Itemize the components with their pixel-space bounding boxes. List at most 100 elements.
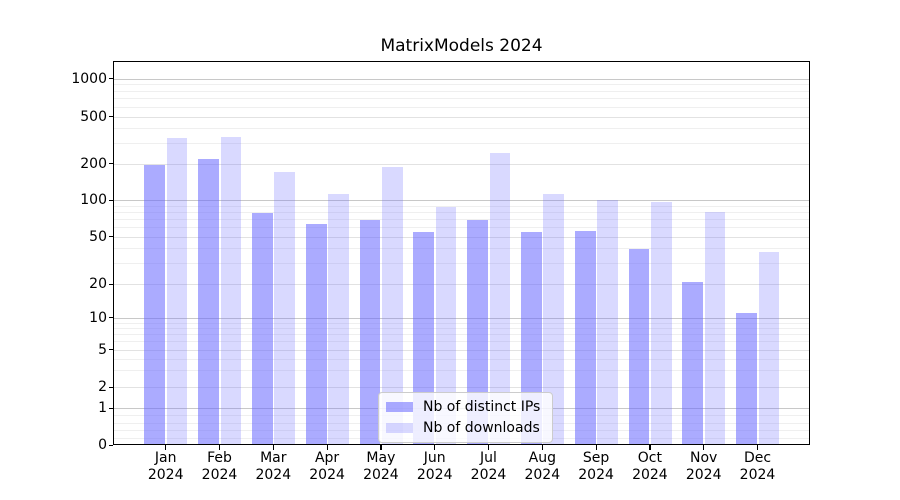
x-tick-label-apr: Apr 2024 (309, 450, 345, 483)
chart-title: MatrixModels 2024 (380, 36, 543, 56)
y-tick-mark-1 (108, 407, 113, 409)
y-tick-mark-100 (108, 199, 113, 202)
x-tick-label-jan: Jan 2024 (147, 450, 184, 483)
y-tick-label-2: 2 (98, 379, 107, 395)
y-tick-label-1: 1 (98, 400, 107, 416)
bar-ips-may (359, 220, 381, 445)
bar-ips-dec (736, 313, 757, 445)
bar-downloads-mar (274, 172, 296, 445)
x-tick-label-oct: Oct 2024 (632, 450, 668, 483)
y-tick-mark-50 (108, 236, 113, 238)
legend-swatch-distinct-ips (386, 402, 413, 412)
gridline-5 (113, 349, 810, 351)
x-tick-label-sep: Sep 2024 (578, 450, 614, 483)
y-tick-mark-1000 (108, 78, 113, 80)
bar-downloads-may (381, 167, 403, 445)
y-tick-mark-2 (108, 386, 113, 388)
y-tick-label-0: 0 (98, 437, 107, 453)
gridline-100 (113, 200, 810, 202)
bar-ips-oct (628, 249, 650, 445)
gridline-20 (113, 284, 810, 286)
x-tick-mark-nov (703, 445, 705, 450)
x-tick-label-dec: Dec 2024 (739, 450, 776, 483)
x-tick-mark-apr (326, 445, 328, 450)
y-tick-mark-5 (108, 349, 113, 351)
gridline-70 (113, 218, 810, 220)
gridline-9 (113, 322, 810, 324)
gridline-10 (113, 317, 810, 319)
x-tick-label-nov: Nov 2024 (685, 450, 722, 483)
x-tick-mark-jan (165, 445, 167, 450)
gridline-4 (113, 358, 810, 360)
bar-ips-aug (521, 232, 542, 445)
bar-downloads-dec (758, 252, 780, 445)
y-tick-label-10: 10 (89, 309, 107, 326)
gridline-700 (113, 98, 810, 100)
gridline-900 (113, 84, 810, 86)
x-tick-label-may: May 2024 (363, 450, 399, 483)
bar-downloads-apr (328, 193, 349, 445)
bar-ips-jun (413, 231, 435, 445)
plot-area (113, 61, 810, 445)
bar-ips-feb (198, 158, 219, 445)
y-tick-label-50: 50 (89, 228, 107, 245)
gridline-200 (113, 163, 810, 165)
gridline-40 (113, 248, 810, 250)
legend-label-distinct-ips: Nb of distinct IPs (423, 399, 541, 415)
y-axis: 0 1 2 5 10 20 50 100 200 500 1000 (0, 0, 107, 500)
x-tick-mark-jul (487, 445, 490, 450)
gridline-90 (113, 205, 810, 207)
y-tick-label-20: 20 (89, 276, 107, 293)
y-tick-label-500: 500 (80, 108, 107, 125)
bar-downloads-jun (435, 206, 457, 445)
x-tick-mark-mar (272, 445, 274, 450)
y-tick-label-5: 5 (98, 341, 107, 358)
x-tick-label-aug: Aug 2024 (524, 450, 561, 483)
gridline-80 (113, 211, 810, 213)
y-tick-mark-200 (108, 163, 113, 165)
x-tick-mark-sep (595, 445, 597, 450)
bar-ips-jan (144, 165, 166, 445)
x-tick-mark-jun (434, 445, 436, 450)
gridline-1000 (113, 78, 810, 80)
y-tick-mark-0 (108, 444, 113, 446)
x-tick-label-jun: Jun 2024 (416, 450, 453, 483)
bar-downloads-sep (597, 200, 618, 445)
legend-swatch-downloads (386, 423, 413, 433)
bar-ips-jul (467, 219, 488, 445)
gridline-6 (113, 341, 810, 343)
gridline-60 (113, 226, 810, 228)
x-tick-label-mar: Mar 2024 (255, 450, 292, 483)
bar-downloads-feb (220, 137, 242, 445)
bar-ips-sep (574, 230, 596, 445)
y-tick-label-1000: 1000 (71, 70, 107, 87)
x-tick-mark-may (380, 445, 382, 450)
gridline-7 (113, 334, 810, 336)
bar-downloads-oct (650, 201, 672, 445)
bar-downloads-jan (166, 137, 188, 445)
bar-downloads-aug (543, 193, 565, 445)
y-tick-label-200: 200 (80, 155, 107, 172)
gridline-30 (113, 263, 810, 265)
gridline-3 (113, 370, 810, 372)
legend: Nb of distinct IPs Nb of downloads (378, 392, 554, 443)
x-tick-label-feb: Feb 2024 (201, 450, 238, 483)
y-tick-mark-20 (108, 283, 113, 286)
bar-ips-nov (682, 281, 704, 445)
x-tick-mark-aug (541, 445, 543, 450)
y-tick-label-100: 100 (80, 192, 107, 209)
x-tick-mark-feb (218, 445, 221, 450)
gridline-50 (113, 236, 810, 238)
legend-label-downloads: Nb of downloads (423, 420, 540, 436)
y-tick-mark-500 (108, 116, 113, 118)
bar-ips-mar (252, 213, 273, 445)
y-tick-mark-10 (108, 317, 113, 319)
legend-row-downloads: Nb of downloads (386, 419, 540, 437)
legend-row-distinct-ips: Nb of distinct IPs (386, 398, 540, 416)
x-tick-label-jul: Jul 2024 (470, 450, 507, 483)
gridline-400 (113, 127, 810, 129)
x-tick-mark-oct (649, 445, 651, 450)
bar-downloads-jul (489, 153, 511, 445)
gridline-600 (113, 106, 810, 108)
